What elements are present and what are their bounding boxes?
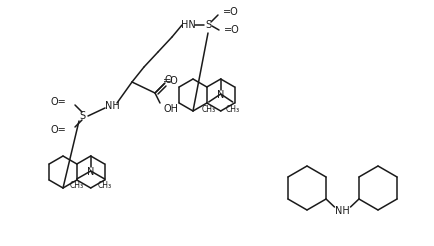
Text: NH: NH (335, 206, 350, 216)
Text: =O: =O (223, 7, 239, 17)
Text: CH₃: CH₃ (69, 182, 84, 190)
Text: O=: O= (50, 97, 66, 107)
Text: S: S (79, 111, 85, 121)
Text: CH₃: CH₃ (202, 106, 216, 114)
Text: N: N (217, 90, 224, 100)
Text: O: O (164, 75, 172, 85)
Text: OH: OH (163, 104, 178, 114)
Text: CH₃: CH₃ (226, 106, 240, 114)
Text: NH: NH (105, 101, 119, 111)
Text: =O: =O (224, 25, 240, 35)
Text: =O: =O (163, 76, 179, 86)
Text: HN: HN (181, 20, 195, 30)
Text: CH₃: CH₃ (98, 182, 112, 190)
Text: O=: O= (50, 125, 66, 135)
Text: S: S (205, 20, 211, 30)
Text: N: N (87, 167, 95, 177)
